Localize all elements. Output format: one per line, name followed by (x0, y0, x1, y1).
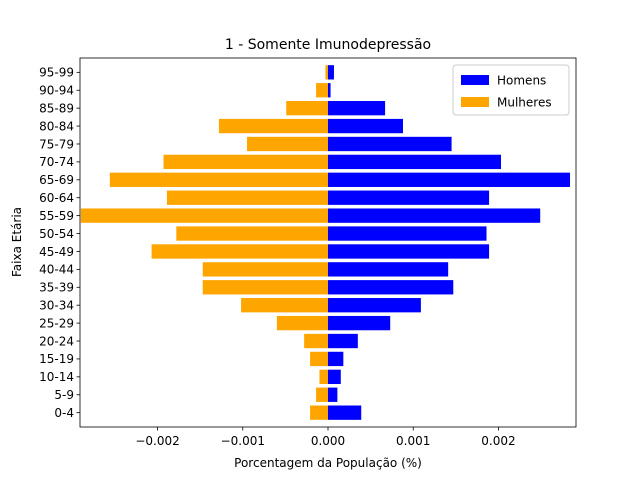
bar-mulheres-70-74 (163, 154, 328, 170)
y-tick-label: 70-74 (39, 155, 74, 169)
bar-homens-85-89 (328, 100, 386, 116)
bar-mulheres-20-24 (304, 333, 328, 349)
y-tick-label: 55-59 (39, 209, 74, 223)
x-tick-label: −0.002 (135, 434, 179, 448)
bar-homens-75-79 (328, 136, 452, 152)
bar-mulheres-10-14 (319, 369, 328, 385)
x-axis-title: Porcentagem da População (%) (234, 456, 422, 470)
y-axis-ticks: 0-4 5-9 10-14 15-19 20-24 25-29 30-34 35-39 40-4… (39, 66, 80, 420)
bar-mulheres-80-84 (218, 118, 328, 134)
bar-mulheres-90-94 (316, 83, 328, 98)
y-tick-label: 0-4 (54, 406, 74, 420)
legend-swatch-mulheres (461, 97, 489, 107)
bar-homens-55-59 (328, 208, 541, 223)
bar-homens-65-69 (328, 172, 571, 187)
y-axis-title: Faixa Etária (10, 207, 24, 277)
x-tick-label: −0.001 (221, 434, 265, 448)
bar-homens-70-74 (328, 154, 502, 170)
bar-mulheres-45-49 (151, 244, 328, 259)
y-tick-label: 20-24 (39, 334, 74, 348)
bar-mulheres-40-44 (202, 262, 328, 277)
chart-title: 1 - Somente Imunodepressão (225, 37, 431, 53)
bar-mulheres-50-54 (176, 226, 328, 241)
bar-mulheres-85-89 (286, 100, 328, 116)
bar-homens-40-44 (328, 262, 449, 277)
y-tick-label: 95-99 (39, 66, 74, 80)
legend-swatch-homens (461, 75, 489, 85)
bars-group (80, 65, 571, 420)
y-tick-label: 25-29 (39, 316, 74, 330)
y-tick-label: 5-9 (54, 388, 74, 402)
bar-homens-60-64 (328, 190, 490, 205)
y-tick-label: 35-39 (39, 281, 74, 295)
legend: Homens Mulheres (452, 64, 570, 116)
bar-mulheres-35-39 (202, 280, 328, 295)
legend-label-homens: Homens (497, 74, 546, 88)
y-tick-label: 10-14 (39, 370, 74, 384)
bar-mulheres-60-64 (166, 190, 328, 205)
y-tick-label: 30-34 (39, 298, 74, 312)
bar-homens-30-34 (328, 298, 421, 313)
y-tick-label: 45-49 (39, 245, 74, 259)
bar-homens-15-19 (328, 351, 344, 367)
bar-homens-50-54 (328, 226, 487, 241)
bar-homens-20-24 (328, 333, 358, 349)
y-tick-label: 65-69 (39, 173, 74, 187)
bar-homens-35-39 (328, 280, 454, 295)
bar-homens-45-49 (328, 244, 490, 259)
bar-mulheres-15-19 (310, 351, 328, 367)
x-tick-label: 0.001 (396, 434, 430, 448)
bar-homens-5-9 (328, 387, 338, 402)
bar-mulheres-95-99 (325, 65, 328, 80)
bar-homens-95-99 (328, 65, 334, 80)
bar-mulheres-65-69 (109, 172, 328, 187)
y-tick-label: 85-89 (39, 101, 74, 115)
legend-label-mulheres: Mulheres (497, 96, 552, 110)
x-axis-ticks: −0.002 −0.001 0.000 0.001 0.002 (135, 427, 516, 448)
y-tick-label: 15-19 (39, 352, 74, 366)
y-tick-label: 90-94 (39, 84, 74, 98)
bar-homens-25-29 (328, 315, 391, 331)
bar-mulheres-75-79 (247, 136, 328, 152)
y-tick-label: 50-54 (39, 227, 74, 241)
bar-mulheres-5-9 (316, 387, 328, 402)
bar-mulheres-55-59 (80, 208, 328, 223)
y-tick-label: 40-44 (39, 263, 74, 277)
y-tick-label: 60-64 (39, 191, 74, 205)
bar-homens-0-4 (328, 405, 362, 420)
x-tick-label: 0.000 (311, 434, 345, 448)
y-tick-label: 75-79 (39, 137, 74, 151)
bar-mulheres-30-34 (241, 298, 328, 313)
bar-homens-90-94 (328, 83, 331, 98)
bar-mulheres-0-4 (310, 405, 328, 420)
bar-mulheres-25-29 (276, 315, 328, 331)
x-tick-label: 0.002 (481, 434, 515, 448)
bar-homens-80-84 (328, 118, 403, 134)
y-tick-label: 80-84 (39, 119, 74, 133)
bar-homens-10-14 (328, 369, 341, 385)
